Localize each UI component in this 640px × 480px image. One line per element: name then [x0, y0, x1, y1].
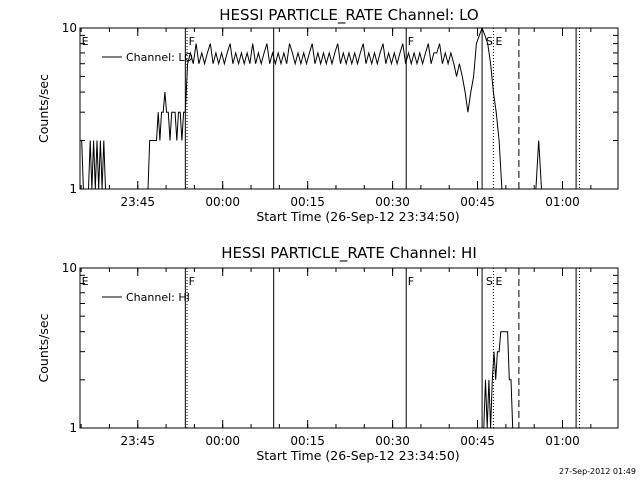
plot-area — [79, 267, 619, 429]
x-tick-label: 00:30 — [375, 434, 410, 448]
legend-label: Channel: HI — [126, 291, 190, 304]
x-tick-label: 00:00 — [205, 195, 240, 209]
chart-title: HESSI PARTICLE_RATE Channel: LO — [219, 6, 478, 25]
x-tick-label: 00:45 — [460, 195, 495, 209]
flag-label: F — [408, 275, 414, 288]
plot-area — [79, 26, 619, 190]
flag-label: S — [486, 35, 493, 48]
flag-label: S — [486, 275, 493, 288]
flag-label: E — [496, 275, 503, 288]
plot-frame — [79, 267, 619, 429]
x-tick-label: 23:45 — [120, 195, 155, 209]
timestamp: 27-Sep-2012 01:49 — [559, 467, 636, 476]
y-tick-label: 10 — [62, 261, 77, 275]
y-tick-label: 1 — [69, 421, 77, 435]
y-tick-label: 10 — [62, 21, 77, 35]
y-axis-label: Counts/sec — [36, 74, 51, 143]
flag-label: E — [82, 275, 89, 288]
panel-hi: HESSI PARTICLE_RATE Channel: HI Counts/s… — [36, 244, 619, 463]
chart-title: HESSI PARTICLE_RATE Channel: HI — [221, 244, 477, 263]
flag-label: E — [82, 35, 89, 48]
x-tick-label: 01:00 — [545, 195, 580, 209]
flag-label: F — [408, 35, 414, 48]
plot-frame — [79, 27, 619, 190]
x-tick-label: 00:45 — [460, 434, 495, 448]
x-axis-label: Start Time (26-Sep-12 23:34:50) — [256, 448, 459, 463]
y-axis-label: Counts/sec — [36, 313, 51, 382]
x-axis-label: Start Time (26-Sep-12 23:34:50) — [256, 209, 459, 224]
x-tick-label: 23:45 — [120, 434, 155, 448]
series-line — [483, 331, 517, 429]
x-tick-label: 00:30 — [375, 195, 410, 209]
flag-label: F — [189, 275, 195, 288]
y-tick-label: 1 — [69, 182, 77, 196]
x-tick-label: 00:15 — [290, 195, 325, 209]
x-tick-label: 00:00 — [205, 434, 240, 448]
flag-label: F — [189, 35, 195, 48]
legend-label: Channel: LO — [126, 51, 193, 64]
flag-label: E — [496, 35, 503, 48]
panel-lo: HESSI PARTICLE_RATE Channel: LO Counts/s… — [36, 6, 619, 224]
x-tick-label: 01:00 — [545, 434, 580, 448]
series-line — [80, 26, 582, 190]
x-tick-label: 00:15 — [290, 434, 325, 448]
